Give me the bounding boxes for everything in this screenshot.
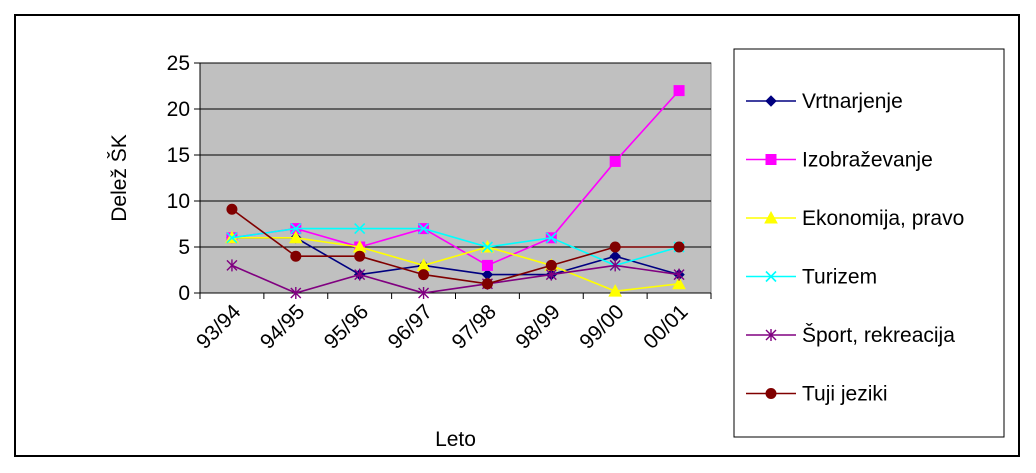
legend-label: Turizem: [802, 266, 877, 289]
x-tick-label: 95/96: [320, 300, 373, 353]
data-point: [545, 259, 557, 271]
data-point: [673, 268, 685, 281]
data-point: [481, 278, 493, 290]
y-tick-label: 10: [167, 190, 190, 213]
data-point: [418, 287, 430, 299]
legend-item: Tuji jeziki: [746, 383, 888, 406]
data-point: [417, 223, 430, 235]
x-tick-label: 96/97: [384, 300, 437, 353]
legend-marker: [765, 95, 777, 107]
legend-item: Vrtnarjenje: [746, 90, 903, 113]
x-tick-label: 97/98: [448, 300, 501, 353]
data-point: [288, 230, 303, 244]
data-point: [672, 276, 686, 290]
legend: Vrtnarjenje Izobraževanje Ekonomija, pravo…: [733, 48, 1005, 438]
legend-label: Izobraževanje: [802, 149, 933, 172]
series-line: [231, 237, 680, 292]
legend-box: [733, 48, 1005, 438]
data-point: [354, 268, 366, 281]
y-tick-label: 15: [167, 144, 190, 167]
series-line: [231, 237, 680, 276]
y-tick-label: 25: [167, 52, 190, 75]
data-point: [609, 241, 621, 253]
data-point: [545, 232, 557, 244]
legend-marker: [764, 210, 778, 224]
series-line: [231, 90, 680, 267]
legend-label: Vrtnarjenje: [802, 90, 903, 113]
legend-item: Turizem: [746, 266, 877, 289]
plot-area: [199, 62, 712, 294]
data-point: [418, 269, 430, 281]
legend-marker: [765, 154, 777, 165]
data-point: [290, 223, 302, 235]
y-tick-label: 0: [178, 282, 190, 305]
series-line: [231, 264, 680, 294]
data-point: [673, 85, 685, 97]
y-tick-label: 20: [167, 98, 190, 121]
data-point: [226, 203, 238, 215]
data-point: [226, 232, 238, 244]
x-axis-title: Leto: [435, 428, 476, 451]
data-point: [609, 155, 621, 167]
data-point: [481, 259, 493, 271]
data-point: [481, 241, 494, 253]
y-tick-label: 5: [178, 236, 190, 259]
x-tick-label: 00/01: [639, 300, 692, 353]
series-5: [226, 203, 685, 290]
x-tick-label: 94/95: [256, 300, 309, 353]
series-layer: [225, 85, 686, 299]
legend-marker: [765, 270, 777, 283]
legend-marker: [765, 388, 777, 399]
legend-label: Tuji jeziki: [802, 383, 888, 406]
legend-label: Šport, rekreacija: [802, 324, 955, 347]
data-point: [226, 259, 238, 272]
y-axis-title: Delež ŠK: [108, 134, 131, 222]
data-point: [290, 287, 302, 299]
x-tick-label: 98/99: [511, 300, 564, 353]
series-line: [231, 208, 680, 285]
data-point: [608, 284, 623, 297]
legend-item: Izobraževanje: [746, 149, 933, 172]
series-line: [231, 227, 680, 267]
legend-marker: [765, 329, 777, 341]
x-tick-label: 99/00: [575, 300, 628, 353]
data-point: [354, 223, 366, 235]
data-point: [290, 250, 302, 262]
data-point: [673, 241, 685, 253]
line-chart: 0 5 10 15 20 25 93/94 94/95 95/96 96/97 97/98 98/99…: [108, 48, 1005, 451]
legend-item: Šport, rekreacija: [746, 324, 955, 347]
x-tick-label: 93/94: [192, 300, 246, 354]
chart-frame: 0 5 10 15 20 25 93/94 94/95 95/96 96/97 97/98 98/99…: [14, 14, 1020, 457]
data-point: [609, 259, 621, 272]
legend-label: Ekonomija, pravo: [802, 207, 964, 230]
legend-item: Ekonomija, pravo: [746, 207, 964, 230]
data-point: [354, 250, 366, 262]
